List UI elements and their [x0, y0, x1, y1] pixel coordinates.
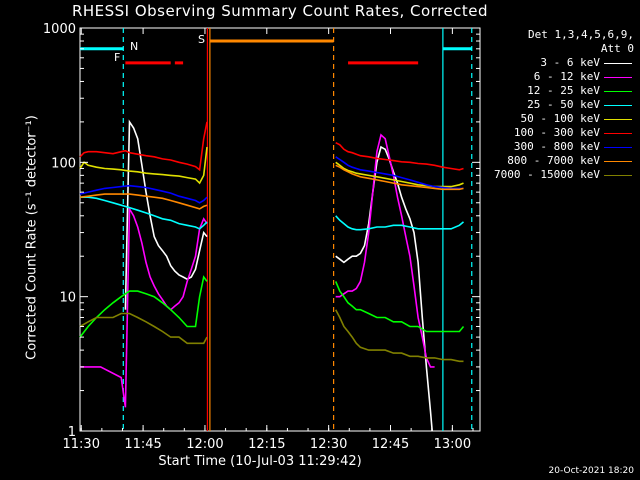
flag-label-n: N — [130, 40, 139, 53]
plot-frame — [79, 27, 481, 432]
x-tick-label-0: 11:30 — [63, 437, 100, 452]
series-line-1-seg-0 — [80, 206, 208, 408]
series-line-6-seg-1 — [335, 156, 464, 190]
y-tick-label-3: 1000 — [43, 22, 76, 37]
legend-swatch — [604, 63, 632, 64]
series-line-7-seg-1 — [335, 164, 464, 191]
flag-label-s: S — [198, 33, 205, 46]
series-line-2-seg-0 — [79, 275, 208, 338]
legend-entry-label: 6 - 12 keV — [533, 70, 600, 83]
axis-ticks: 11:30 11:45 12:00 12:15 12:30 12:45 13:00 1 10 10… — [43, 22, 480, 452]
legend-entry-4: 50 - 100 keV — [474, 112, 634, 126]
legend-swatch — [604, 147, 632, 148]
series-line-1-seg-1 — [335, 133, 435, 368]
legend-swatch — [604, 133, 632, 134]
y-tick-label-0: 1 — [68, 425, 76, 440]
series-line-5-seg-0 — [79, 121, 208, 172]
legend-entry-6: 300 - 800 keV — [474, 140, 634, 154]
flag-label-f: F — [114, 51, 121, 64]
series-line-0-seg-1 — [335, 145, 433, 432]
series-line-8-seg-0 — [79, 312, 208, 345]
series-line-2-seg-1 — [334, 281, 465, 333]
chart-title: RHESSI Observing Summary Count Rates, Co… — [71, 2, 489, 20]
legend-entry-label: 50 - 100 keV — [520, 112, 600, 125]
series-line-6-seg-0 — [79, 184, 208, 204]
legend-header-attenuator: Att 0 — [600, 42, 634, 55]
legend-entry-label: 800 - 7000 keV — [507, 154, 600, 167]
y-tick-label-2: 100 — [51, 156, 76, 171]
legend-header-detectors: Det 1,3,4,5,6,9, — [528, 28, 634, 41]
series-line-3-seg-1 — [335, 215, 465, 231]
legend-swatch — [604, 161, 632, 162]
legend-entry-label: 300 - 800 keV — [513, 140, 600, 153]
legend-entry-3: 25 - 50 keV — [474, 98, 634, 112]
legend-swatch — [604, 91, 632, 92]
series-line-5-seg-1 — [335, 141, 464, 171]
series-line-3-seg-0 — [80, 196, 208, 230]
legend: Det 1,3,4,5,6,9, Att 0 3 - 6 keV 6 - 12 k… — [474, 28, 634, 182]
legend-entry-label: 100 - 300 keV — [513, 126, 600, 139]
vertical-markers — [122, 28, 473, 431]
series-line-7-seg-0 — [79, 193, 208, 210]
legend-entry-1: 6 - 12 keV — [474, 70, 634, 84]
legend-entry-label: 3 - 6 keV — [540, 56, 600, 69]
legend-entry-label: 12 - 25 keV — [527, 84, 600, 97]
y-tick-label-1: 10 — [59, 291, 76, 306]
legend-entry-7: 800 - 7000 keV — [474, 154, 634, 168]
series-line-8-seg-1 — [334, 309, 464, 363]
legend-swatch — [604, 119, 632, 120]
series-group — [79, 119, 465, 432]
x-tick-label-5: 12:45 — [372, 437, 409, 452]
generation-timestamp: 20-Oct-2021 18:20 — [548, 466, 634, 476]
x-tick-label-1: 11:45 — [124, 437, 161, 452]
flag-bars — [80, 39, 472, 65]
legend-entry-8: 7000 - 15000 keV — [474, 168, 634, 182]
legend-entry-5: 100 - 300 keV — [474, 126, 634, 140]
legend-swatch — [604, 77, 632, 78]
x-tick-label-2: 12:00 — [186, 437, 223, 452]
legend-entry-0: 3 - 6 keV — [474, 56, 634, 70]
series-line-4-seg-0 — [79, 146, 208, 185]
x-tick-label-6: 13:00 — [434, 437, 471, 452]
x-tick-label-4: 12:30 — [310, 437, 347, 452]
legend-entry-label: 25 - 50 keV — [527, 98, 600, 111]
x-tick-label-3: 12:15 — [248, 437, 285, 452]
x-axis-label: Start Time (10-Jul-03 11:29:42) — [158, 454, 362, 469]
legend-entry-2: 12 - 25 keV — [474, 84, 634, 98]
series-line-0-seg-0 — [124, 119, 208, 310]
legend-swatch — [604, 175, 632, 176]
legend-swatch — [604, 105, 632, 106]
y-axis-label: Corrected Count Rate (s⁻¹ detector⁻¹) — [24, 115, 40, 360]
legend-entry-label: 7000 - 15000 keV — [494, 168, 600, 181]
